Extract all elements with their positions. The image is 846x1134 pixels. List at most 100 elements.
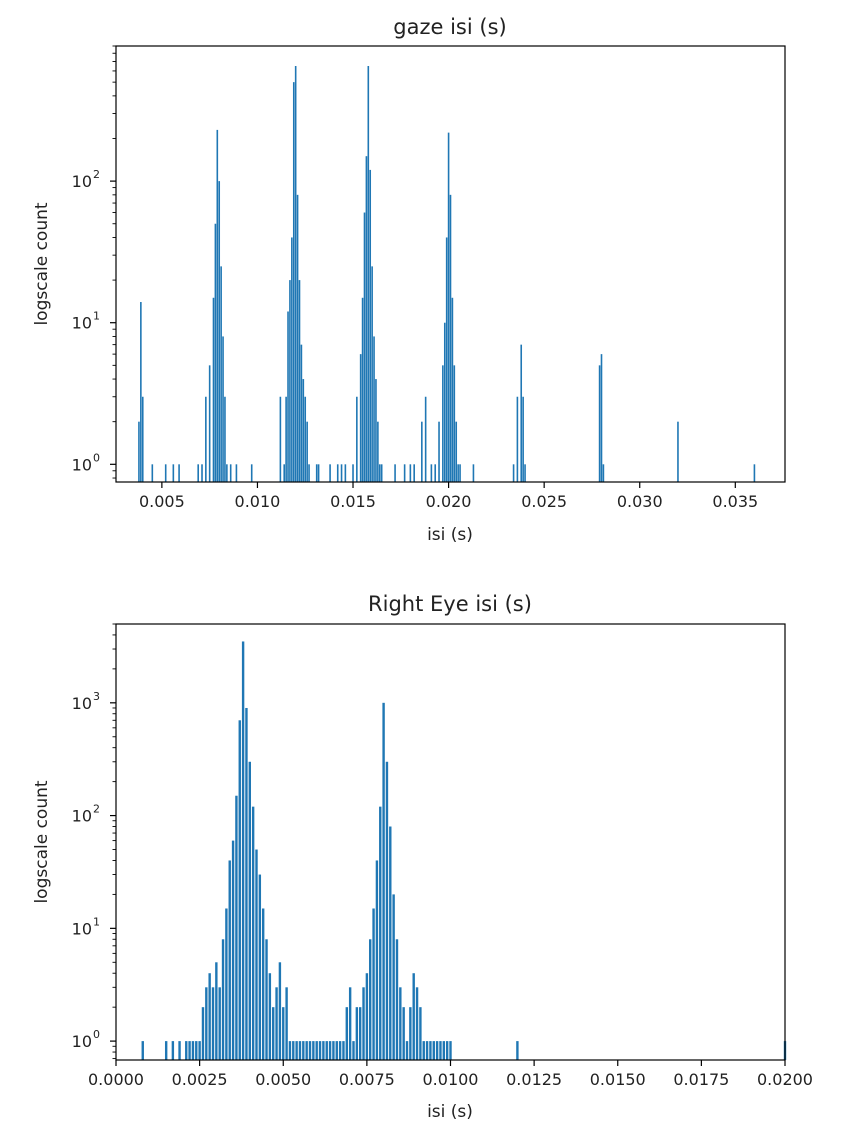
histogram-bar bbox=[753, 464, 756, 482]
histogram-bar bbox=[178, 1041, 181, 1060]
histogram-bar bbox=[298, 1041, 302, 1060]
histogram-bar bbox=[677, 421, 679, 482]
histogram-bar bbox=[600, 354, 603, 482]
histogram-bar bbox=[258, 874, 262, 1060]
histogram-bar bbox=[278, 962, 282, 1060]
x-tick-label: 0.0125 bbox=[506, 1070, 562, 1089]
histogram-bar bbox=[449, 194, 452, 482]
histogram-bar bbox=[403, 464, 406, 482]
histogram-bar bbox=[312, 1041, 315, 1060]
y-tick-label: 10 bbox=[72, 314, 92, 333]
histogram-bar bbox=[439, 1041, 442, 1060]
y-tick-exponent: 3 bbox=[93, 690, 100, 703]
histogram-bar bbox=[208, 973, 211, 1060]
y-axis-label: logscale count bbox=[32, 780, 52, 903]
histogram-bar bbox=[197, 464, 199, 482]
histogram-bar bbox=[434, 464, 437, 482]
histogram-bar bbox=[377, 421, 379, 482]
histogram-bar bbox=[392, 894, 395, 1060]
x-tick-label: 0.0050 bbox=[255, 1070, 311, 1089]
histogram-bar bbox=[287, 311, 289, 482]
histogram-bar bbox=[365, 973, 369, 1060]
histogram-bar bbox=[238, 720, 241, 1060]
histogram-bar bbox=[178, 464, 180, 482]
histogram-bar bbox=[201, 1007, 205, 1060]
histogram-bar bbox=[325, 1041, 328, 1060]
histogram-bar bbox=[379, 806, 382, 1060]
histogram-bar bbox=[451, 297, 454, 482]
histogram-bar bbox=[363, 212, 366, 482]
histogram-bar bbox=[358, 1007, 362, 1060]
histogram-bar bbox=[272, 1007, 275, 1060]
histogram-bar bbox=[164, 1041, 168, 1060]
histogram-bar bbox=[195, 1041, 198, 1060]
histogram-bar bbox=[291, 237, 293, 482]
histogram-bar bbox=[445, 237, 448, 482]
histogram-bar bbox=[222, 336, 224, 482]
histogram-bar bbox=[367, 66, 370, 482]
histogram-bar bbox=[226, 464, 228, 482]
histogram-bar bbox=[336, 464, 339, 482]
histogram-bar bbox=[344, 464, 347, 482]
histogram-bar bbox=[445, 1041, 449, 1060]
y-tick-label: 10 bbox=[72, 1032, 92, 1051]
histogram-bar bbox=[308, 464, 310, 482]
histogram-bar bbox=[306, 421, 308, 482]
chart-gaze-isi: gaze isi (s) 0.005 0.010 0.015 0.020 0.025 0.… bbox=[32, 15, 786, 545]
histogram-bar bbox=[345, 1007, 348, 1060]
y-tick-exponent: 0 bbox=[93, 451, 100, 464]
histogram-bar bbox=[261, 908, 265, 1060]
histogram-bar bbox=[438, 421, 440, 482]
histogram-bar bbox=[191, 1041, 195, 1060]
histogram-bar bbox=[292, 82, 295, 483]
histogram-bar bbox=[389, 826, 392, 1060]
histogram-bar bbox=[348, 987, 352, 1060]
histogram-bar bbox=[449, 1041, 452, 1060]
histogram-bar bbox=[288, 1041, 292, 1060]
histogram-bar bbox=[265, 939, 268, 1060]
x-tick-label: 0.025 bbox=[521, 492, 567, 511]
histogram-bar bbox=[285, 987, 288, 1060]
histogram-bar bbox=[512, 464, 515, 482]
histogram-bar bbox=[372, 908, 375, 1060]
histogram-bar bbox=[369, 169, 372, 482]
histogram-bar bbox=[248, 761, 251, 1060]
histogram-bar bbox=[214, 223, 217, 483]
histogram-bar bbox=[208, 365, 211, 482]
histogram-bar bbox=[429, 1041, 432, 1060]
histogram-bar bbox=[231, 840, 235, 1060]
histogram-bar bbox=[292, 1041, 295, 1060]
y-tick-exponent: 1 bbox=[93, 915, 100, 928]
histogram-bar bbox=[422, 1041, 425, 1060]
histogram-bar bbox=[218, 987, 221, 1060]
histogram-bar bbox=[457, 464, 459, 482]
histogram-bar bbox=[255, 849, 258, 1060]
histogram-bar bbox=[402, 1007, 405, 1060]
histogram-bar bbox=[205, 396, 207, 482]
histogram-bar bbox=[322, 1041, 325, 1060]
histogram-bar bbox=[435, 1041, 439, 1060]
histogram-bar bbox=[359, 354, 362, 482]
histogram-bar bbox=[172, 464, 175, 482]
histogram-bar bbox=[225, 908, 228, 1060]
x-ticks: 0.0000 0.0025 0.0050 0.0075 0.0100 0.0125 0.01… bbox=[88, 1060, 813, 1089]
histogram-bar bbox=[430, 464, 433, 482]
histogram-bar bbox=[352, 464, 354, 482]
histogram-bar bbox=[382, 702, 385, 1060]
histogram-bar bbox=[413, 464, 415, 482]
histogram-bar bbox=[385, 761, 389, 1060]
histogram-bar bbox=[318, 1041, 322, 1060]
x-tick-label: 0.0000 bbox=[88, 1070, 144, 1089]
histogram-bar bbox=[317, 464, 320, 482]
histogram-bar bbox=[352, 1041, 355, 1060]
histogram-bar bbox=[332, 1041, 335, 1060]
x-ticks: 0.005 0.010 0.015 0.020 0.025 0.030 0.035 bbox=[139, 482, 758, 511]
histogram-bar bbox=[295, 1041, 298, 1060]
histogram-bar bbox=[302, 1041, 305, 1060]
histogram-bar bbox=[304, 396, 307, 482]
histogram-bar bbox=[185, 1041, 188, 1060]
histogram-bar bbox=[447, 132, 450, 482]
